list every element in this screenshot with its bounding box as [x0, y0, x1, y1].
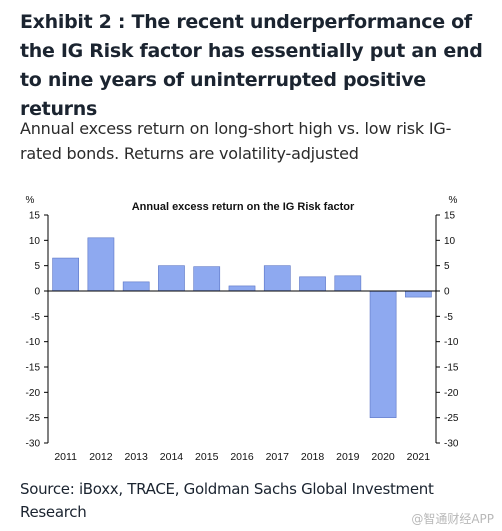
x-tick-label: 2013	[125, 451, 149, 463]
subheadline: Annual excess return on long-short high …	[20, 119, 452, 163]
bars	[52, 237, 432, 418]
y-tick-label-right: 5	[444, 261, 450, 272]
y-tick-label-left: -5	[31, 312, 40, 323]
x-tick-label: 2018	[301, 451, 325, 463]
x-tick-label: 2014	[160, 451, 184, 463]
bar-2014	[158, 265, 185, 292]
x-axis-labels: 2011 2012 2013 2014 2015 2016 2017 2018 2019 2020…	[54, 451, 430, 463]
headline: Exhibit 2 : The recent underperformance …	[20, 11, 483, 120]
y-tick-label-left: -20	[26, 388, 41, 399]
y-tick-label-right: -30	[444, 439, 459, 450]
x-tick-label: 2017	[266, 451, 290, 463]
bar-2020	[369, 290, 397, 418]
y-tick-label-right: -20	[444, 388, 459, 399]
x-tick-label: 2020	[371, 451, 395, 463]
x-tick-label: 2015	[195, 451, 219, 463]
x-tick-label: 2011	[54, 451, 77, 463]
bar-2015	[193, 266, 221, 292]
y-tick-label-left: 15	[29, 211, 41, 222]
y-tick-label-left: -25	[26, 413, 41, 424]
y-axis-left: 15 10 5 0 -5 -10 -15 -20 -25 -30	[26, 211, 48, 450]
source-note: Source: iBoxx, TRACE, Goldman Sachs Glob…	[20, 480, 434, 521]
y-axis-right: 15 10 5 0 -5 -10 -15 -20 -25 -30	[436, 211, 459, 450]
y-tick-label-right: -5	[444, 312, 453, 323]
y-tick-label-left: -15	[26, 363, 41, 374]
y-tick-label-left: -30	[26, 439, 41, 450]
y-unit-right: %	[449, 195, 458, 206]
bar-2021	[405, 290, 432, 298]
x-tick-label: 2016	[230, 451, 254, 463]
bar-2012	[87, 237, 115, 292]
bar-2017	[263, 265, 291, 292]
y-tick-label-left: -10	[26, 337, 41, 348]
bar-2019	[334, 275, 362, 292]
x-tick-label: 2021	[407, 451, 431, 463]
x-tick-label: 2019	[336, 451, 360, 463]
y-tick-label-right: -25	[444, 413, 459, 424]
bar-2018	[299, 276, 326, 292]
y-tick-label-left: 5	[34, 261, 40, 272]
y-tick-label-left: 0	[34, 287, 40, 298]
bar-2016	[228, 285, 256, 292]
y-tick-label-right: 15	[444, 211, 456, 222]
y-tick-label-right: 0	[444, 287, 450, 298]
bar-chart: Annual excess return on the IG Risk fact…	[26, 195, 459, 463]
watermark: @智通财经APP	[411, 512, 494, 526]
y-tick-label-right: -10	[444, 337, 459, 348]
bar-2013	[122, 281, 150, 292]
bar-2011	[52, 257, 79, 292]
y-tick-label-left: 10	[29, 236, 41, 247]
y-tick-label-right: 10	[444, 236, 456, 247]
y-tick-label-right: -15	[444, 363, 459, 374]
x-tick-label: 2012	[89, 451, 113, 463]
y-unit-left: %	[26, 195, 35, 206]
chart-title: Annual excess return on the IG Risk fact…	[132, 201, 355, 213]
